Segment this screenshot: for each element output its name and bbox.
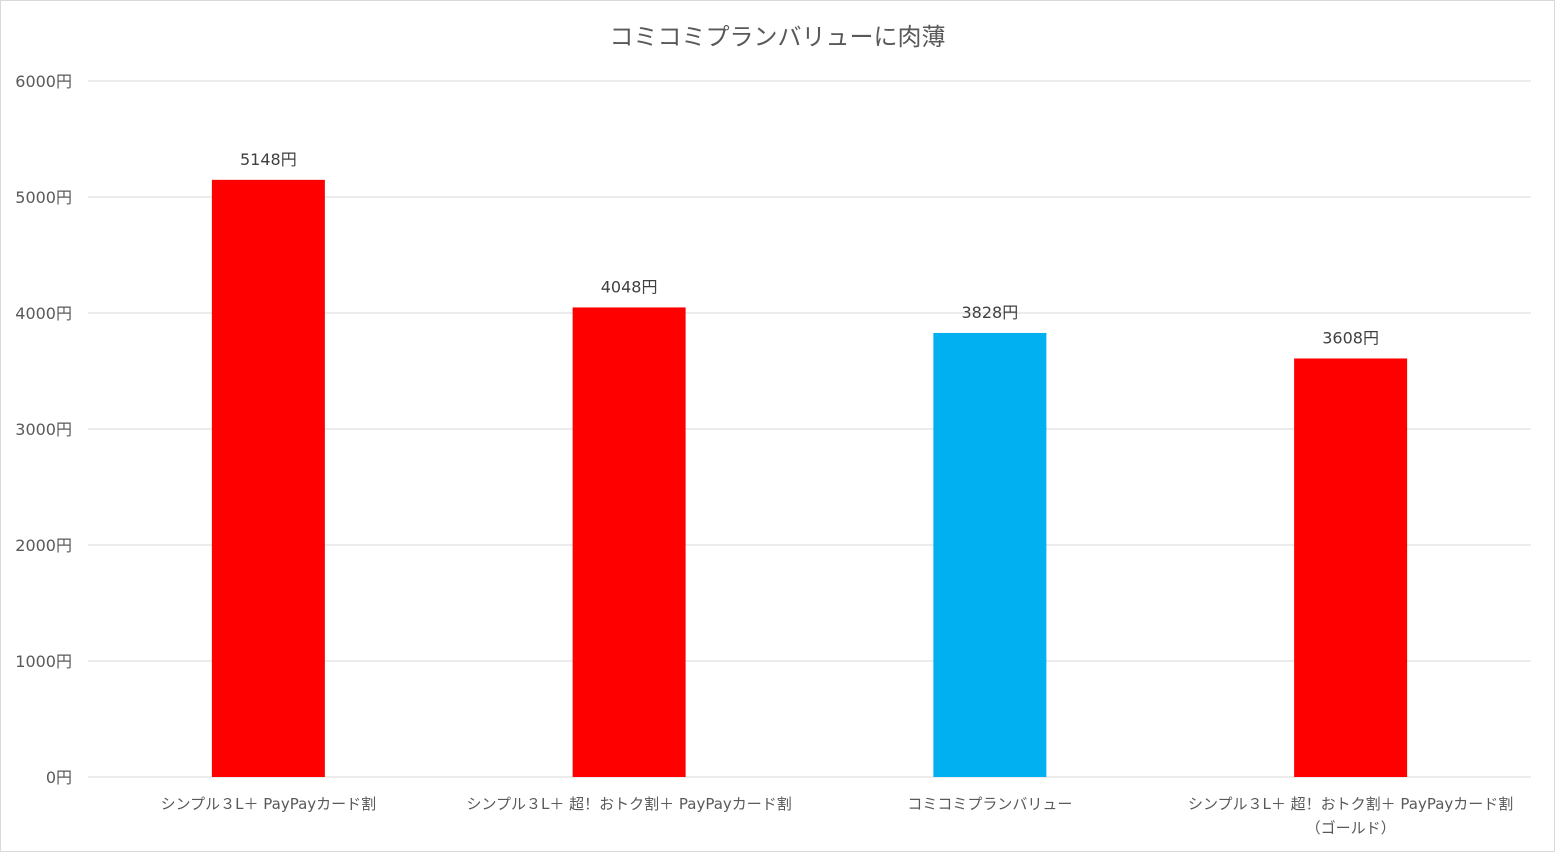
bar <box>1294 358 1408 777</box>
x-tick-label: コミコミプランバリュー <box>907 795 1072 813</box>
x-tick-label: （ゴールド） <box>1306 819 1396 837</box>
data-label: 5148円 <box>240 150 297 169</box>
bar <box>933 332 1047 777</box>
bar <box>572 307 686 777</box>
data-label: 4048円 <box>601 277 658 296</box>
chart-title: コミコミプランバリューに肉薄 <box>609 23 946 51</box>
x-tick-label: シンプル３L＋ PayPayカード割 <box>161 795 377 813</box>
y-tick-label: 6000円 <box>15 72 72 91</box>
x-tick-label: シンプル３L＋ 超！おトク割＋ PayPayカード割 <box>466 795 791 813</box>
y-tick-label: 3000円 <box>15 420 72 439</box>
y-tick-label: 1000円 <box>15 652 72 671</box>
data-label: 3828円 <box>962 303 1019 322</box>
y-tick-label: 0円 <box>46 768 72 787</box>
x-tick-label: シンプル３L＋ 超！おトク割＋ PayPayカード割 <box>1188 795 1513 813</box>
y-tick-label: 2000円 <box>15 536 72 555</box>
data-label: 3608円 <box>1322 328 1379 347</box>
y-tick-label: 5000円 <box>15 188 72 207</box>
y-tick-label: 4000円 <box>15 304 72 323</box>
bar <box>211 179 325 777</box>
